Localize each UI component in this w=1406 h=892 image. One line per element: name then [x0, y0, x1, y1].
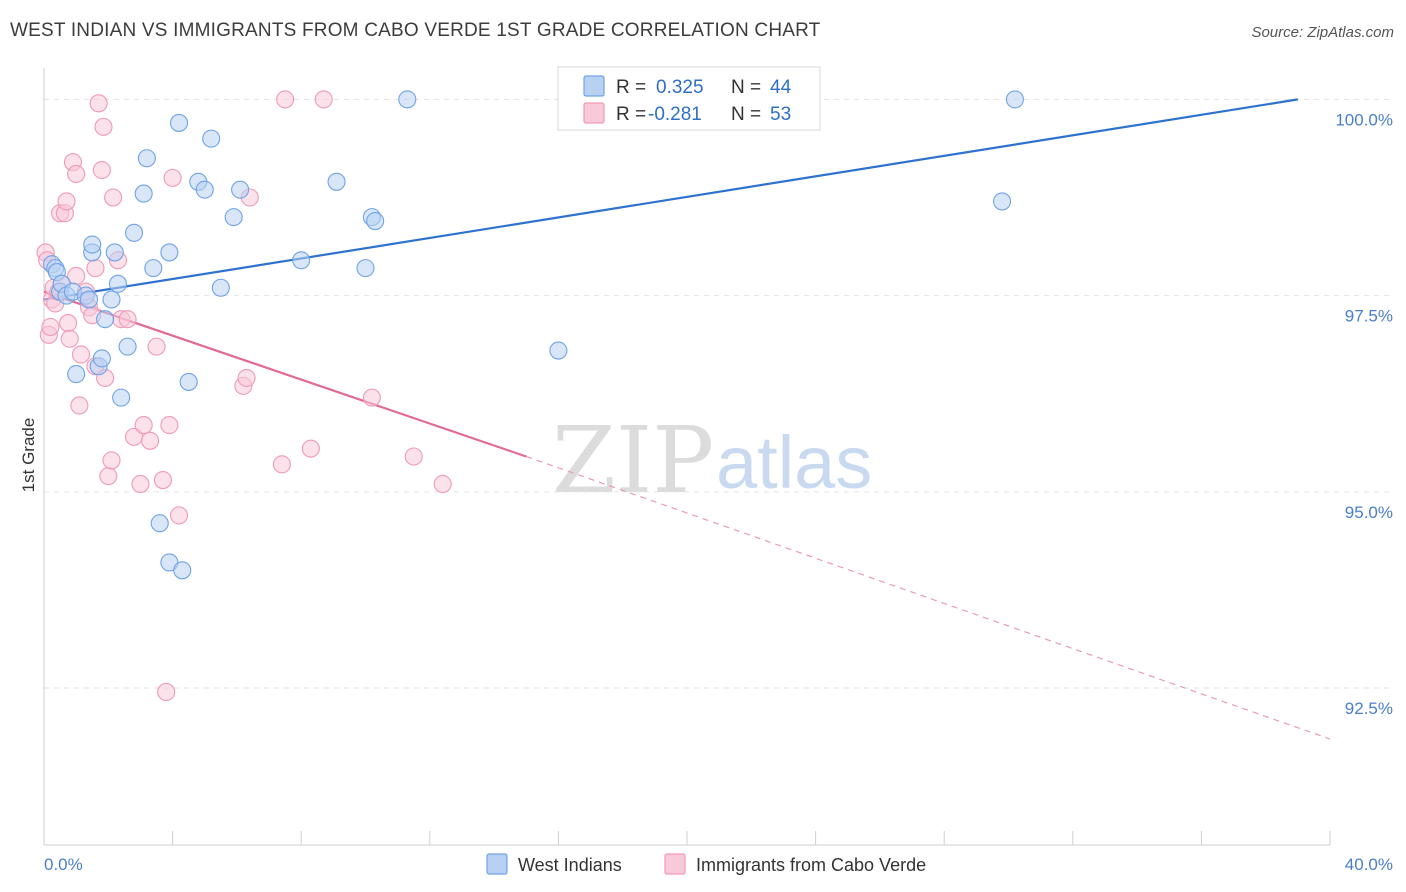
point-cabo-verde [70, 396, 89, 415]
x-axis-ticks [43, 831, 1331, 845]
chart-title: WEST INDIAN VS IMMIGRANTS FROM CABO VERD… [10, 20, 821, 41]
point-cabo-verde [153, 470, 173, 490]
point-west-indians [993, 192, 1012, 211]
point-cabo-verde [433, 474, 452, 494]
point-west-indians [356, 259, 375, 278]
watermark-atlas: atlas [716, 421, 872, 504]
point-west-indians [1005, 90, 1024, 109]
point-west-indians [108, 274, 127, 293]
point-west-indians [398, 90, 417, 109]
y-tick-label: 100.0% [1335, 110, 1393, 129]
y-tick-label: 95.0% [1345, 503, 1393, 522]
legend-n-value-2: 53 [770, 104, 791, 125]
bottom-legend-label-west-indians: West Indians [518, 855, 622, 875]
point-cabo-verde [57, 192, 76, 211]
point-cabo-verde [314, 90, 333, 109]
point-cabo-verde [94, 117, 113, 136]
point-cabo-verde [60, 329, 79, 348]
source-label: Source: ZipAtlas.com [1251, 24, 1394, 41]
point-cabo-verde [147, 337, 166, 356]
point-west-indians [150, 514, 169, 533]
point-west-indians [79, 290, 99, 309]
trend-line-cabo-verde-extension [526, 455, 1331, 740]
point-cabo-verde [41, 317, 60, 337]
point-cabo-verde [71, 345, 91, 364]
point-cabo-verde [157, 682, 176, 702]
point-cabo-verde [160, 416, 179, 435]
point-cabo-verde [301, 439, 320, 458]
watermark-zip: ZIP [552, 407, 714, 514]
y-tick-label: 97.5% [1345, 307, 1393, 326]
point-west-indians [67, 365, 86, 384]
legend-r-label-1: R = [616, 77, 646, 98]
point-cabo-verde [141, 431, 160, 450]
y-axis-label: 1st Grade [19, 418, 38, 493]
point-cabo-verde [104, 188, 123, 207]
point-west-indians [160, 243, 179, 262]
bottom-legend-swatch-blue [486, 853, 508, 875]
point-west-indians [112, 388, 131, 407]
bottom-legend-label-cabo-verde: Immigrants from Cabo Verde [696, 855, 926, 875]
point-west-indians [83, 235, 102, 254]
point-cabo-verde [134, 416, 153, 435]
point-west-indians [173, 561, 192, 580]
legend-r-value-1: 0.325 [656, 77, 704, 98]
point-west-indians [549, 341, 568, 360]
point-west-indians [124, 223, 144, 242]
point-west-indians [102, 290, 121, 309]
legend-n-label-1: N = [731, 77, 761, 98]
y-tick-label: 92.5% [1345, 699, 1393, 718]
point-west-indians [96, 310, 115, 329]
point-cabo-verde [362, 388, 381, 407]
point-west-indians [195, 180, 214, 199]
point-west-indians [137, 149, 156, 168]
point-cabo-verde [99, 467, 118, 486]
point-west-indians [231, 180, 250, 199]
point-cabo-verde [92, 160, 111, 180]
legend-swatch-blue [583, 75, 605, 97]
x-tick-label-max: 40.0% [1345, 855, 1393, 874]
point-cabo-verde [86, 259, 105, 278]
legend-n-label-2: N = [731, 104, 761, 125]
legend-swatch-pink [583, 102, 605, 124]
y-tick-labels: 92.5% 95.0% 97.5% 100.0% [1335, 110, 1393, 718]
legend-n-value-1: 44 [770, 77, 792, 98]
point-west-indians [105, 243, 124, 262]
point-west-indians [202, 129, 221, 148]
point-west-indians [144, 259, 163, 278]
point-cabo-verde [163, 168, 182, 187]
legend-r-label-2: R = [616, 104, 646, 125]
point-cabo-verde [272, 455, 291, 474]
trend-line-west-indians [43, 98, 1299, 301]
bottom-legend-swatch-pink [664, 853, 686, 875]
point-west-indians [224, 208, 243, 227]
legend-r-value-2: -0.281 [648, 104, 702, 125]
point-cabo-verde [89, 94, 108, 113]
point-cabo-verde [118, 310, 137, 329]
point-west-indians [179, 372, 198, 391]
point-cabo-verde [169, 506, 189, 525]
point-west-indians [327, 172, 346, 191]
point-cabo-verde [102, 451, 121, 470]
point-west-indians [92, 349, 111, 368]
point-west-indians [292, 251, 311, 270]
series-legend: West Indians Immigrants from Cabo Verde [486, 853, 926, 875]
stats-legend: R = 0.325 N = 44 R = -0.281 N = 53 [557, 66, 821, 131]
point-cabo-verde [67, 164, 86, 184]
point-cabo-verde [237, 368, 256, 388]
data-points [36, 90, 1024, 702]
point-west-indians [211, 278, 230, 297]
point-cabo-verde [404, 447, 423, 466]
point-cabo-verde [131, 474, 150, 494]
point-west-indians [366, 211, 385, 231]
point-cabo-verde [276, 90, 295, 109]
point-west-indians [169, 113, 189, 132]
point-west-indians [118, 337, 137, 356]
point-cabo-verde [59, 314, 78, 333]
point-west-indians [134, 184, 153, 203]
x-tick-label-min: 0.0% [44, 855, 83, 874]
